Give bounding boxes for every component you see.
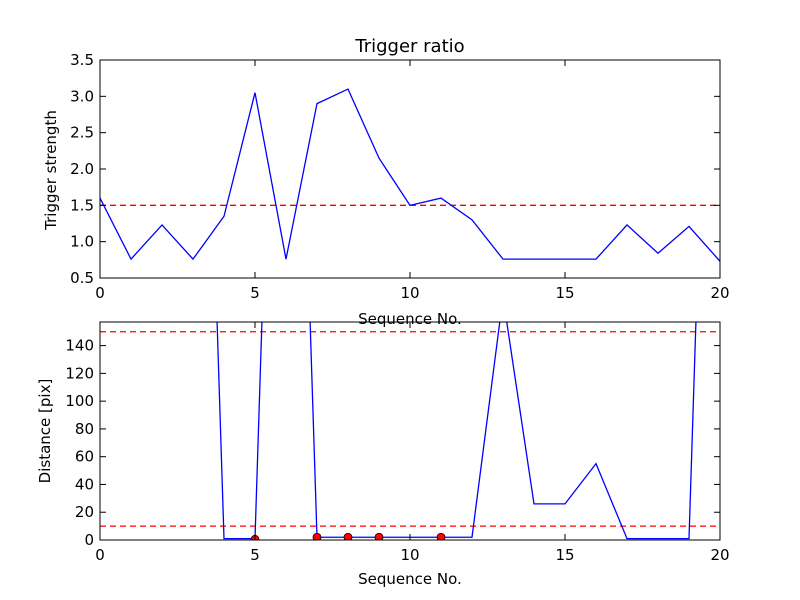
y-tick-label: 120	[65, 364, 94, 382]
series-line-0	[216, 322, 697, 540]
y-tick-label: 100	[65, 392, 94, 410]
y-axis-label: Distance [pix]	[36, 379, 54, 484]
x-tick-label: 15	[555, 284, 574, 302]
x-tick-label: 20	[710, 546, 729, 564]
y-tick-label: 1.5	[70, 196, 94, 214]
x-axis-label: Sequence No.	[358, 310, 462, 328]
x-tick-label: 15	[555, 546, 574, 564]
y-tick-label: 140	[65, 337, 94, 355]
y-tick-label: 0.5	[70, 269, 94, 287]
y-tick-label: 80	[75, 420, 94, 438]
y-tick-label: 2.5	[70, 124, 94, 142]
x-tick-label: 5	[250, 546, 260, 564]
y-tick-label: 20	[75, 503, 94, 521]
y-tick-label: 1.0	[70, 233, 94, 251]
x-axis-label: Sequence No.	[358, 570, 462, 588]
x-tick-label: 0	[95, 284, 105, 302]
y-tick-label: 40	[75, 475, 94, 493]
x-tick-label: 0	[95, 546, 105, 564]
y-tick-label: 3.5	[70, 51, 94, 69]
distance-panel: Sequence No. Distance [pix] 0 5 10 15 20 0 20 4…	[36, 321, 730, 588]
x-tick-label: 5	[250, 284, 260, 302]
x-tick-label: 10	[400, 546, 419, 564]
y-tick-label: 2.0	[70, 160, 94, 178]
series-line-0	[100, 88, 720, 262]
plot-frame	[99, 59, 721, 279]
x-tick-label: 20	[710, 284, 729, 302]
y-tick-label: 0	[84, 531, 94, 549]
trigger-ratio-panel: Trigger ratio Sequence No. Trigger stren…	[42, 36, 730, 328]
plot-frame	[99, 321, 721, 541]
x-tick-label: 10	[400, 284, 419, 302]
data-point-marker	[436, 532, 446, 540]
y-tick-label: 3.0	[70, 87, 94, 105]
data-point-marker	[312, 532, 322, 540]
data-point-marker	[374, 532, 384, 540]
data-point-marker	[343, 532, 353, 540]
y-tick-label: 60	[75, 448, 94, 466]
y-axis-label: Trigger strength	[42, 110, 60, 231]
chart-title: Trigger ratio	[354, 36, 464, 57]
